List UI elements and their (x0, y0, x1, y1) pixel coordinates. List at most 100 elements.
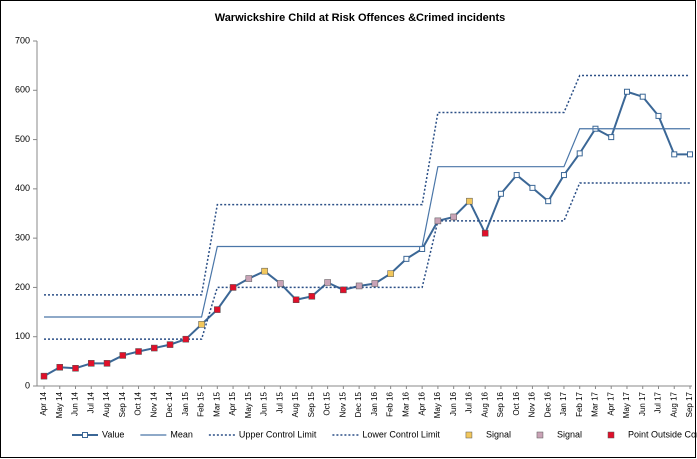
point-marker (56, 364, 64, 371)
point-marker (40, 372, 48, 380)
y-tick-label: 100 (15, 331, 30, 341)
point-marker (497, 190, 504, 197)
point-marker (355, 282, 363, 290)
x-tick-label: Sep 17 (685, 391, 694, 417)
legend-marker (607, 431, 615, 439)
point-marker (166, 341, 174, 348)
x-tick-label: Jun 17 (638, 391, 647, 416)
x-tick-label: Mar 17 (591, 391, 600, 416)
point-marker (466, 197, 473, 205)
legend-label: Lower Control Limit (362, 429, 440, 439)
point-marker (545, 198, 552, 205)
x-tick-label: Nov 14 (149, 391, 158, 417)
point-marker (119, 352, 127, 359)
x-tick-label: Feb 17 (575, 391, 584, 416)
point-marker (245, 275, 253, 282)
y-tick-label: 700 (15, 35, 30, 45)
y-tick-label: 500 (15, 134, 30, 144)
point-marker (576, 150, 583, 157)
legend-label: Point Outside Control Limit (628, 429, 697, 439)
point-marker (214, 306, 221, 313)
x-tick-label: Jun 16 (449, 391, 458, 416)
point-marker (198, 321, 205, 328)
point-marker (151, 344, 158, 352)
y-tick-label: 400 (15, 183, 30, 193)
x-tick-label: Apr 14 (39, 391, 48, 415)
x-tick-label: Oct 15 (323, 391, 332, 415)
x-tick-label: Sep 15 (307, 391, 316, 417)
point-marker (135, 348, 142, 355)
point-marker (655, 112, 662, 119)
y-tick-label: 200 (15, 282, 30, 292)
series-line (44, 128, 690, 318)
point-marker (529, 184, 536, 191)
legend-marker (465, 431, 473, 439)
series-line (44, 182, 690, 340)
x-tick-label: Nov 15 (338, 391, 347, 417)
x-tick-label: Jul 16 (465, 391, 474, 413)
point-marker (324, 279, 331, 286)
x-tick-label: Aug 14 (102, 391, 111, 417)
x-tick-label: Dec 15 (354, 391, 363, 417)
legend-label: Upper Control Limit (239, 429, 317, 439)
x-tick-label: Apr 15 (228, 391, 237, 415)
x-tick-label: Apr 17 (606, 391, 615, 415)
x-tick-label: Sep 16 (496, 391, 505, 417)
x-tick-label: Aug 17 (669, 391, 678, 417)
legend-label: Signal (557, 429, 582, 439)
x-tick-label: May 17 (622, 391, 631, 418)
x-tick-label: Jul 17 (654, 391, 663, 413)
x-tick-label: Nov 16 (528, 391, 537, 417)
point-marker (623, 88, 630, 95)
point-marker (387, 270, 394, 277)
x-tick-label: Feb 15 (197, 391, 206, 416)
point-marker (671, 151, 678, 158)
point-marker (371, 280, 379, 287)
x-tick-label: Dec 16 (543, 391, 552, 417)
legend-label: Value (102, 429, 124, 439)
legend-label: Signal (486, 429, 511, 439)
x-tick-label: Oct 14 (134, 391, 143, 415)
point-marker (687, 151, 693, 158)
x-tick-label: May 15 (244, 391, 253, 418)
x-tick-label: Aug 15 (291, 391, 300, 417)
point-marker (639, 93, 646, 100)
point-marker (277, 280, 284, 287)
point-marker (608, 134, 615, 141)
x-tick-label: Jun 15 (260, 391, 269, 416)
x-tick-label: Oct 16 (512, 391, 521, 415)
x-tick-label: May 16 (433, 391, 442, 418)
point-marker (481, 229, 489, 237)
point-marker (560, 172, 567, 179)
x-tick-label: Jan 17 (559, 391, 568, 416)
point-marker (450, 213, 457, 221)
y-tick-label: 300 (15, 233, 30, 243)
point-marker (182, 335, 190, 343)
x-tick-label: Jan 16 (370, 391, 379, 416)
x-tick-label: Mar 16 (401, 391, 410, 416)
x-tick-label: Dec 14 (165, 391, 174, 417)
point-marker (403, 255, 410, 262)
point-marker (261, 267, 268, 275)
x-tick-label: Jan 15 (181, 391, 190, 416)
point-marker (229, 284, 237, 291)
x-tick-label: May 14 (55, 391, 64, 418)
x-tick-label: Jul 14 (86, 391, 95, 413)
x-tick-label: Feb 16 (386, 391, 395, 416)
legend-marker (536, 431, 544, 439)
point-marker (103, 360, 111, 367)
x-tick-label: Aug 16 (480, 391, 489, 417)
point-marker (419, 245, 426, 252)
x-tick-label: Mar 15 (212, 391, 221, 416)
point-marker (292, 296, 300, 303)
x-tick-label: Apr 16 (417, 391, 426, 415)
point-marker (340, 286, 347, 294)
y-tick-label: 600 (15, 85, 30, 95)
point-marker (434, 217, 442, 225)
legend-label: Mean (170, 429, 193, 439)
point-marker (72, 365, 79, 372)
legend-marker (82, 432, 88, 438)
x-tick-label: Jun 14 (71, 391, 80, 416)
